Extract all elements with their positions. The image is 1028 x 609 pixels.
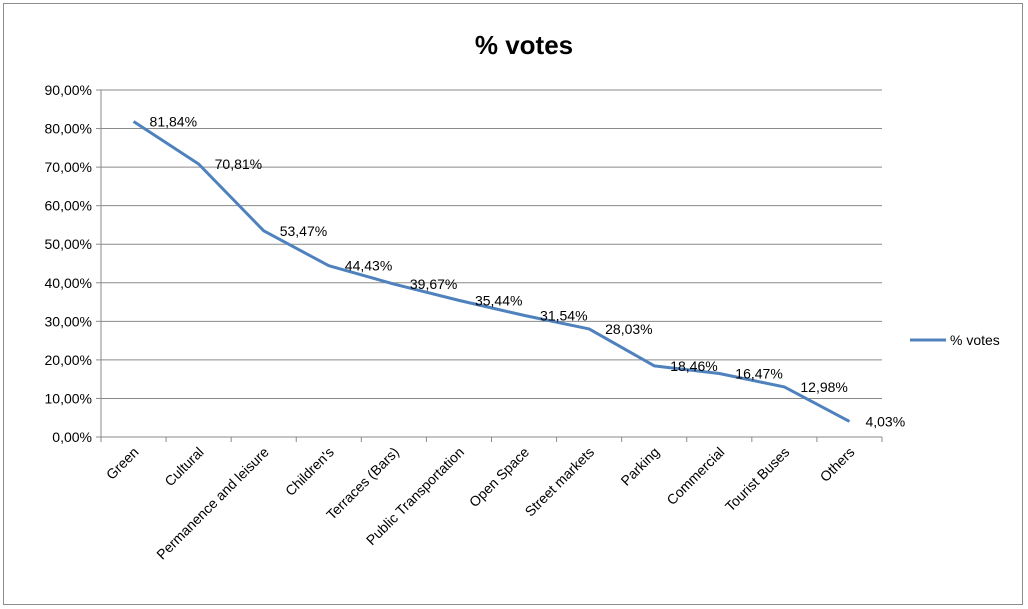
data-label: 44,43%: [345, 258, 392, 274]
x-tick-label: Cultural: [161, 444, 206, 489]
x-tick-label: Others: [817, 444, 858, 485]
data-label: 35,44%: [475, 292, 522, 308]
x-tick-label: Permanence and leisure: [153, 444, 272, 563]
data-label: 4,03%: [865, 413, 905, 429]
y-tick-label: 70,00%: [45, 159, 92, 175]
data-label: 12,98%: [800, 379, 847, 395]
data-label: 31,54%: [540, 307, 587, 323]
y-tick-label: 60,00%: [45, 198, 92, 214]
gridlines: [101, 89, 882, 399]
data-labels: 81,84% 70,81% 53,47% 44,43% 39,67% 35,44% 31,5…: [150, 113, 906, 429]
y-tick-label: 20,00%: [45, 352, 92, 368]
legend-label: % votes: [950, 332, 1000, 348]
y-tick-label: 30,00%: [45, 313, 92, 329]
data-label: 81,84%: [150, 113, 197, 129]
y-tick-label: 40,00%: [45, 275, 92, 291]
chart-frame: % votes 0,00% 10,00% 20,00% 30,00% 40,00% 50,…: [3, 3, 1023, 605]
series-line: [132, 120, 851, 423]
series-lines: [132, 120, 851, 423]
x-tick-label: Green: [103, 444, 142, 483]
data-label: 16,47%: [735, 365, 782, 381]
y-tick-label: 90,00%: [45, 82, 92, 98]
x-tick-label: Tourist Buses: [722, 444, 793, 515]
x-tick-label: Open Space: [466, 444, 533, 511]
y-tick-label: 10,00%: [45, 390, 92, 406]
axes: [100, 90, 882, 438]
x-tick-label: Parking: [617, 444, 662, 489]
x-tick-label: Children's: [282, 444, 337, 499]
data-label: 53,47%: [280, 223, 327, 239]
x-tick-label: Street markets: [522, 444, 598, 520]
y-tick-label: 80,00%: [45, 121, 92, 137]
legend: % votes: [910, 332, 1000, 348]
y-tick-label: 0,00%: [52, 429, 92, 445]
y-tick-label: 50,00%: [45, 236, 92, 252]
x-tick-label: Commercial: [663, 444, 727, 508]
y-axis-ticks: 0,00% 10,00% 20,00% 30,00% 40,00% 50,00% 60,00…: [45, 82, 101, 445]
data-label: 28,03%: [605, 321, 652, 337]
data-label: 18,46%: [670, 358, 717, 374]
data-label: 70,81%: [215, 156, 262, 172]
chart-title: % votes: [475, 30, 573, 60]
data-label: 39,67%: [410, 276, 457, 292]
line-chart: % votes 0,00% 10,00% 20,00% 30,00% 40,00% 50,…: [45, 30, 1000, 563]
